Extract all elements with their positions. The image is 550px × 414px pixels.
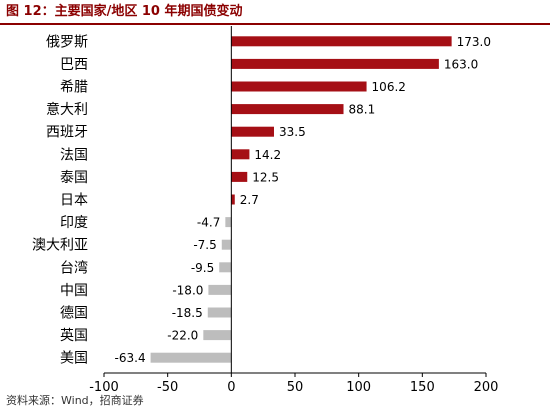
bar bbox=[231, 171, 248, 182]
bar bbox=[219, 262, 232, 273]
x-tick-label: -100 bbox=[89, 380, 119, 395]
value-label: 106.2 bbox=[372, 80, 406, 94]
bar bbox=[231, 194, 235, 205]
bar bbox=[208, 284, 232, 295]
category-label: 泰国 bbox=[60, 170, 88, 186]
x-tick-label: 0 bbox=[227, 380, 235, 395]
value-label: 2.7 bbox=[240, 193, 259, 207]
category-label: 美国 bbox=[60, 351, 88, 367]
x-tick-label: 100 bbox=[346, 380, 371, 395]
category-label: 英国 bbox=[60, 327, 88, 344]
category-label: 西班牙 bbox=[46, 125, 88, 141]
chart-title: 图 12：主要国家/地区 10 年期国债变动 bbox=[6, 4, 243, 19]
value-label: -18.5 bbox=[172, 306, 203, 320]
value-label: -63.4 bbox=[115, 351, 146, 365]
value-label: -18.0 bbox=[172, 283, 203, 297]
category-label: 中国 bbox=[60, 283, 88, 299]
value-label: 14.2 bbox=[254, 148, 281, 162]
category-label: 希腊 bbox=[60, 80, 88, 96]
category-label: 意大利 bbox=[46, 101, 88, 118]
value-label: 12.5 bbox=[252, 170, 279, 184]
bar bbox=[221, 239, 232, 250]
bar bbox=[231, 36, 452, 47]
category-label: 巴西 bbox=[60, 57, 88, 73]
value-label: 163.0 bbox=[444, 57, 478, 71]
title-divider bbox=[0, 23, 550, 25]
category-label: 俄罗斯 bbox=[46, 34, 88, 50]
x-axis: -100 -50 0 50 100 150 200 bbox=[89, 26, 498, 395]
value-label: -4.7 bbox=[197, 216, 220, 230]
bar bbox=[203, 330, 232, 341]
value-label: 88.1 bbox=[349, 103, 376, 117]
bar bbox=[150, 352, 232, 363]
category-label: 台湾 bbox=[60, 259, 88, 276]
bar bbox=[225, 217, 232, 228]
category-label: 印度 bbox=[60, 215, 88, 231]
value-label: 33.5 bbox=[279, 125, 306, 139]
value-label: -7.5 bbox=[193, 238, 216, 252]
bar bbox=[231, 104, 344, 115]
x-tick-label: 150 bbox=[410, 380, 435, 395]
x-tick-label: -50 bbox=[157, 380, 178, 395]
bar bbox=[231, 81, 367, 92]
bars-group bbox=[150, 36, 452, 363]
bar bbox=[231, 58, 439, 69]
value-label: -9.5 bbox=[191, 261, 214, 275]
x-tick-label: 200 bbox=[474, 380, 499, 395]
value-labels-group: 173.0 163.0 106.2 88.1 33.5 14.2 12.5 2.7 -4.7 -7… bbox=[115, 35, 491, 365]
source-note: 资料来源：Wind，招商证券 bbox=[6, 394, 144, 407]
value-label: 173.0 bbox=[457, 35, 491, 49]
category-label: 日本 bbox=[60, 193, 88, 209]
category-label: 法国 bbox=[60, 147, 88, 163]
bar bbox=[231, 149, 250, 160]
category-label: 德国 bbox=[60, 306, 88, 322]
category-label: 澳大利亚 bbox=[32, 238, 88, 254]
value-label: -22.0 bbox=[167, 329, 198, 343]
bar bbox=[231, 126, 274, 137]
bar bbox=[207, 307, 232, 318]
x-tick-label: 50 bbox=[287, 380, 304, 395]
